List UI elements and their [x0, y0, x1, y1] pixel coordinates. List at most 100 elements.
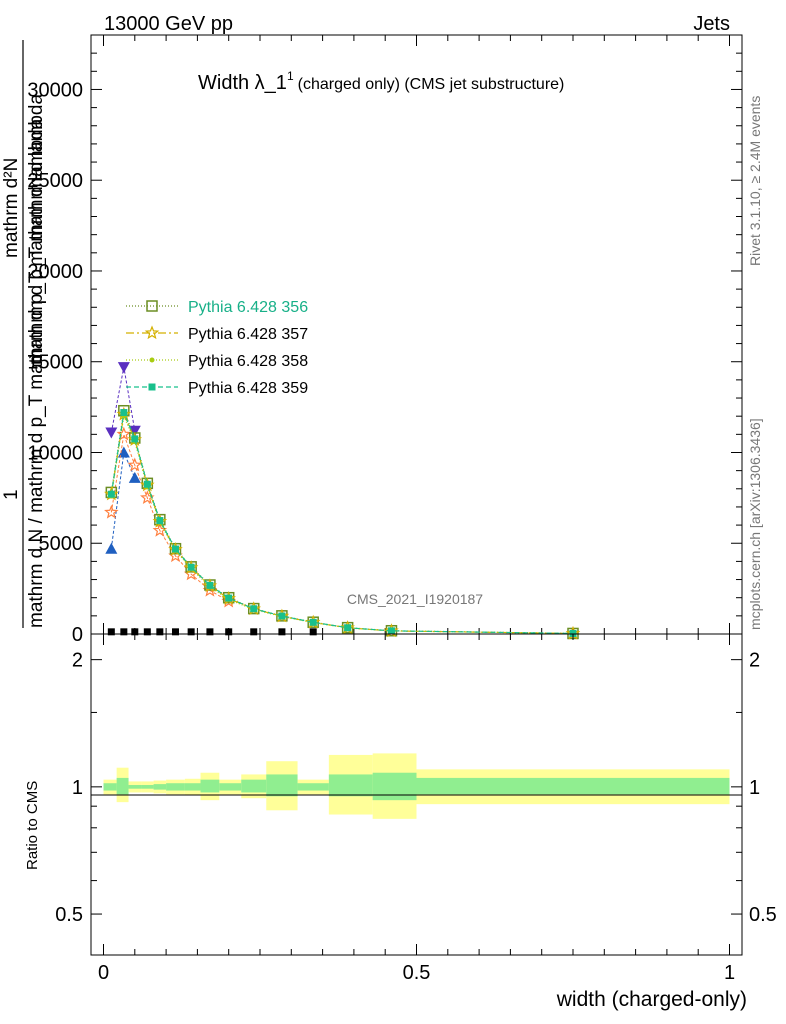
title-main: Width λ_1: [198, 72, 287, 94]
data-point: [120, 628, 128, 636]
ylabel-one: 1: [1, 489, 22, 500]
series-point: [206, 581, 214, 589]
main-panel: 0 5000 10000 15000 20000 25000 30000 CMS_2021_…: [27, 34, 743, 646]
extra-point: [117, 446, 130, 458]
extra-point: [127, 457, 143, 472]
data-point: [171, 628, 179, 636]
legend-marker: [146, 300, 158, 312]
ylabel-numerator: mathrm d²N: [1, 158, 22, 258]
ratio-y-tick-label: 1: [72, 777, 83, 799]
ratio-band-inner: [241, 779, 267, 793]
ylabel-denominator: mathrm d N / mathrm d p_T mathrm d p_T m…: [26, 118, 47, 628]
data-point: [278, 628, 286, 636]
series-point: [171, 545, 179, 553]
ratio-band-inner: [141, 785, 154, 789]
ratio-band-inner: [184, 783, 201, 791]
data-point: [143, 628, 151, 636]
data-point: [107, 628, 115, 636]
ratio-band-inner: [166, 783, 185, 791]
y-tick-label: 25000: [27, 170, 83, 192]
series-1: [104, 406, 581, 640]
main-series-layer: [104, 362, 581, 640]
x-axis-label: width (charged-only): [556, 988, 747, 1011]
extra-series-line: [110, 434, 229, 602]
extra-point: [116, 426, 132, 441]
analysis-watermark: CMS_2021_I1920187: [347, 591, 483, 607]
series-point: [120, 409, 128, 417]
main-axes: 0 5000 10000 15000 20000 25000 30000: [27, 34, 742, 646]
extra-series-line: [110, 450, 136, 549]
rivet-caption: Rivet 3.1.10, ≥ 2.4M events: [747, 96, 763, 266]
main-title: Width λ_11 (charged only) (CMS jet substr…: [198, 69, 564, 94]
legend-entry: Pythia 6.428 356: [126, 299, 308, 316]
extra-point: [105, 427, 118, 439]
series-point: [156, 517, 164, 525]
series-point: [187, 563, 195, 571]
series-point: [131, 435, 139, 443]
legend-marker: [149, 357, 155, 363]
data-point: [225, 628, 233, 636]
series-line: [110, 410, 574, 635]
data-points: [107, 628, 317, 636]
legend-label: Pythia 6.428 359: [188, 380, 308, 397]
series-point: [344, 624, 352, 632]
legend: Pythia 6.428 356 Pythia 6.428 357 Pythia 6…: [126, 299, 308, 397]
series-point: [278, 612, 286, 620]
extra-point: [117, 362, 130, 374]
series-2: [108, 413, 576, 636]
legend-marker: [144, 325, 160, 340]
ratio-panel: 0.5 0.5 1 1 2 2 0 0.5 1 Ratio to CMS width (char…: [24, 633, 777, 1011]
ratio-band-inner: [128, 785, 142, 789]
extra-series-0: [105, 362, 141, 439]
ylabel-denominator-mid: mathrm d p_T mathrm d lambda: [26, 94, 47, 365]
title-sup: 1: [287, 69, 294, 83]
ratio-band-inner: [219, 783, 242, 791]
ratio-y-tick-label-right: 0.5: [749, 904, 777, 926]
ratio-band-inner: [103, 783, 117, 791]
legend-entry: Pythia 6.428 358: [126, 353, 308, 370]
series-point: [225, 594, 233, 602]
legend-entry: Pythia 6.428 359: [126, 380, 308, 397]
series-0: [105, 404, 579, 640]
x-tick-label: 1: [724, 962, 735, 984]
extra-point: [128, 425, 141, 437]
ratio-bands: [103, 753, 730, 819]
main-ylabel: 1 mathrm d²N mathrm d p_T mathrm d lambd…: [1, 40, 47, 628]
series-point: [250, 605, 258, 613]
series-3: [107, 409, 577, 637]
extra-point: [105, 542, 118, 554]
ratio-axes: 0.5 0.5 1 1 2 2 0 0.5 1: [55, 634, 777, 984]
x-tick-label: 0.5: [403, 962, 431, 984]
data-point: [206, 628, 214, 636]
ratio-band-inner: [297, 783, 329, 791]
data-point: [187, 628, 195, 636]
series-point: [107, 490, 115, 498]
extra-point: [104, 504, 119, 519]
ratio-band-inner: [200, 779, 220, 793]
y-tick-label: 10000: [27, 442, 83, 464]
legend-label: Pythia 6.428 357: [188, 326, 308, 343]
y-tick-label: 5000: [39, 533, 84, 555]
ratio-band-inner: [266, 774, 298, 797]
ratio-y-tick-label: 0.5: [55, 904, 83, 926]
header-right: Jets: [693, 13, 730, 35]
y-tick-label: 0: [72, 624, 83, 646]
series-point: [569, 629, 577, 637]
mcplots-caption: mcplots.cern.ch [arXiv:1306.3436]: [747, 418, 763, 630]
ratio-y-tick-label-right: 2: [749, 650, 760, 672]
y-tick-label: 20000: [27, 261, 83, 283]
ratio-band-inner: [416, 777, 730, 795]
ratio-band-inner: [328, 774, 373, 797]
legend-label: Pythia 6.428 356: [188, 299, 308, 316]
header-left: 13000 GeV pp: [104, 13, 233, 35]
x-tick-label: 0: [98, 962, 109, 984]
legend-marker: [148, 383, 156, 391]
series-point: [143, 480, 151, 488]
data-point: [156, 628, 164, 636]
ratio-y-tick-label-right: 1: [749, 777, 760, 799]
ratio-band-inner: [153, 784, 167, 790]
legend-entry: Pythia 6.428 357: [126, 325, 308, 343]
series-point: [309, 618, 317, 626]
series-line: [110, 412, 574, 635]
